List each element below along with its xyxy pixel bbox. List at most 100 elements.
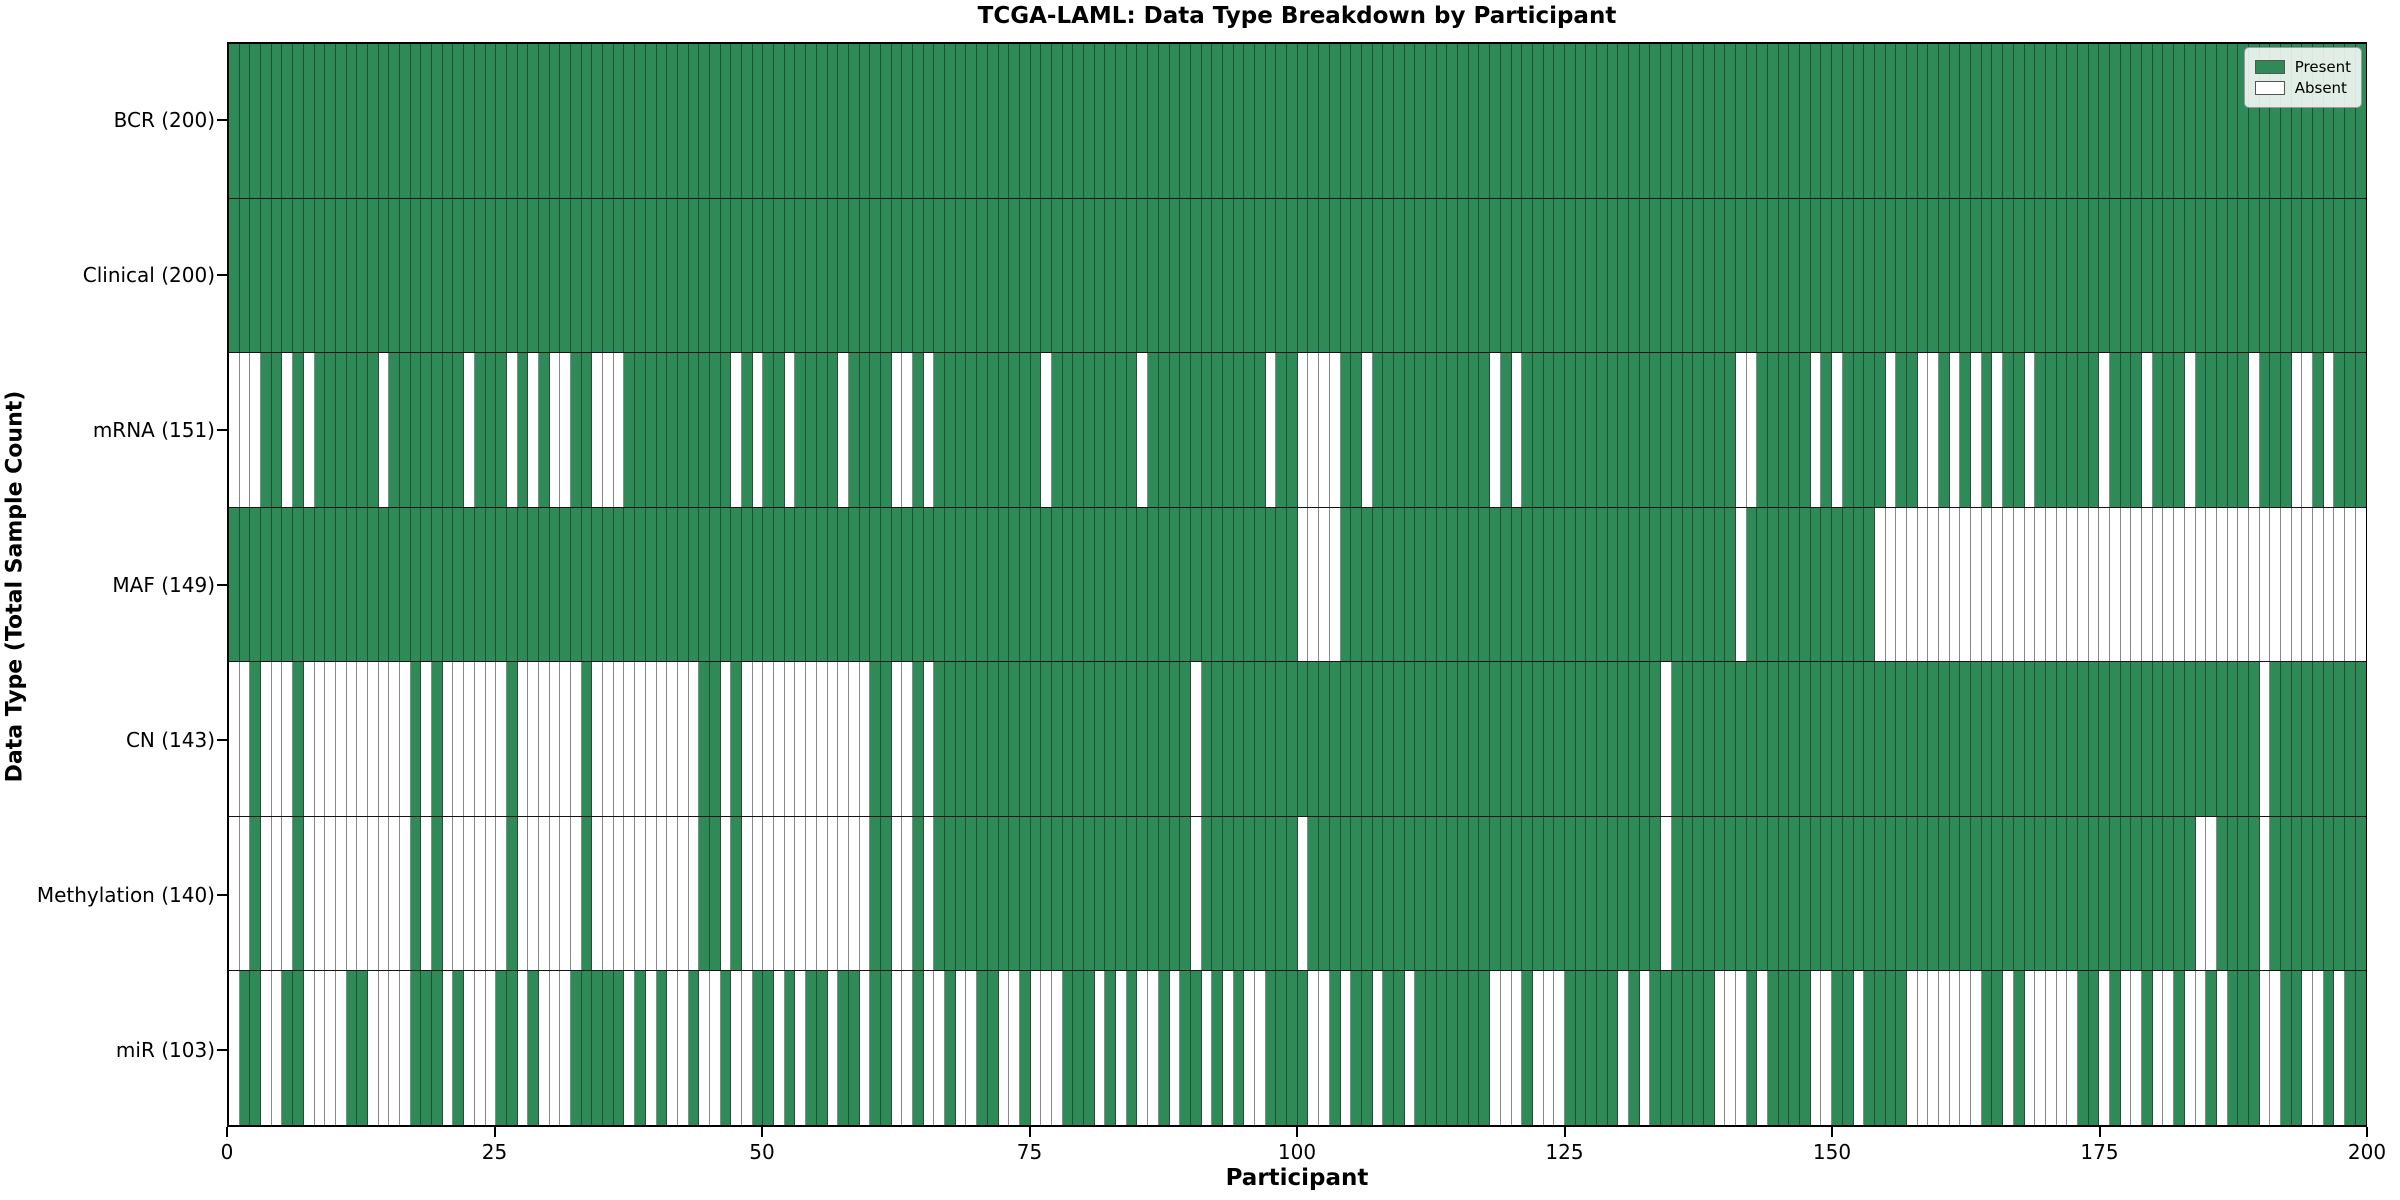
heatmap-cell bbox=[1084, 198, 1095, 353]
heatmap-cell bbox=[378, 507, 390, 662]
heatmap-cell bbox=[2270, 971, 2281, 1126]
heatmap-cell bbox=[613, 507, 625, 662]
heatmap-cell bbox=[538, 971, 550, 1126]
heatmap-cell bbox=[709, 971, 721, 1126]
heatmap-cell bbox=[709, 44, 721, 198]
heatmap-cell bbox=[1682, 662, 1694, 816]
heatmap-cell bbox=[2024, 353, 2036, 507]
heatmap-cell bbox=[2259, 507, 2271, 662]
heatmap-cell bbox=[2206, 816, 2217, 971]
heatmap-cell bbox=[2227, 507, 2239, 662]
heatmap-cell bbox=[1896, 198, 1907, 353]
heatmap-cell bbox=[934, 198, 946, 353]
heatmap-cell bbox=[1971, 507, 1982, 662]
heatmap-cell bbox=[1564, 44, 1576, 198]
heatmap-cell bbox=[1522, 198, 1533, 353]
heatmap-cell bbox=[709, 198, 721, 353]
heatmap-cell bbox=[699, 816, 710, 971]
heatmap-cell bbox=[421, 44, 433, 198]
heatmap-cell bbox=[581, 353, 593, 507]
heatmap-cell bbox=[1404, 816, 1416, 971]
heatmap-cell bbox=[1222, 44, 1234, 198]
heatmap-cell bbox=[1992, 353, 2004, 507]
heatmap-cell bbox=[1789, 662, 1801, 816]
heatmap-cell bbox=[1842, 353, 1854, 507]
heatmap-cell bbox=[848, 507, 860, 662]
heatmap-cell bbox=[2024, 507, 2036, 662]
heatmap-cell bbox=[293, 44, 304, 198]
heatmap-cell bbox=[1084, 662, 1095, 816]
heatmap-cell bbox=[314, 353, 326, 507]
y-tick-mark bbox=[217, 893, 227, 896]
heatmap-cell bbox=[1906, 971, 1918, 1126]
heatmap-cell bbox=[945, 507, 956, 662]
heatmap-cell bbox=[2184, 198, 2196, 353]
heatmap-cell bbox=[2045, 353, 2057, 507]
heatmap-cell bbox=[1543, 507, 1555, 662]
heatmap-cell bbox=[1661, 44, 1672, 198]
heatmap-cell bbox=[1693, 198, 1704, 353]
heatmap-cell bbox=[1821, 816, 1833, 971]
heatmap-cell bbox=[1287, 662, 1298, 816]
heatmap-cell bbox=[2206, 507, 2217, 662]
heatmap-cell bbox=[389, 816, 400, 971]
heatmap-cell bbox=[1073, 971, 1084, 1126]
heatmap-cell bbox=[506, 816, 518, 971]
heatmap-cell bbox=[784, 198, 796, 353]
heatmap-cell bbox=[1800, 507, 1811, 662]
heatmap-cell bbox=[1853, 198, 1865, 353]
heatmap-cell bbox=[357, 44, 368, 198]
heatmap-cell bbox=[742, 353, 753, 507]
heatmap-cell bbox=[720, 198, 732, 353]
heatmap-cell bbox=[752, 971, 764, 1126]
heatmap-cell bbox=[1522, 507, 1533, 662]
heatmap-cell bbox=[955, 507, 967, 662]
heatmap-cell bbox=[2334, 353, 2346, 507]
heatmap-cell bbox=[282, 816, 294, 971]
heatmap-cell bbox=[389, 507, 400, 662]
heatmap-cell bbox=[955, 353, 967, 507]
heatmap-cell bbox=[560, 198, 571, 353]
heatmap-cell bbox=[1885, 971, 1897, 1126]
heatmap-cell bbox=[1297, 353, 1309, 507]
heatmap-cell bbox=[2131, 353, 2143, 507]
heatmap-cell bbox=[1490, 662, 1501, 816]
heatmap-cell bbox=[1426, 971, 1437, 1126]
heatmap-cell bbox=[528, 44, 539, 198]
heatmap-cell bbox=[1308, 507, 1320, 662]
heatmap-cell bbox=[1693, 44, 1704, 198]
heatmap-cell bbox=[1832, 507, 1843, 662]
heatmap-cell bbox=[1928, 662, 1939, 816]
heatmap-cell bbox=[1992, 971, 2004, 1126]
heatmap-cell bbox=[1479, 353, 1491, 507]
heatmap-cell bbox=[2302, 971, 2314, 1126]
heatmap-cell bbox=[453, 198, 465, 353]
heatmap-cell bbox=[271, 507, 283, 662]
heatmap-cell bbox=[485, 662, 497, 816]
heatmap-cell bbox=[1960, 816, 1972, 971]
heatmap-cell bbox=[1019, 44, 1031, 198]
heatmap-cell bbox=[645, 507, 657, 662]
heatmap-cell bbox=[1447, 971, 1459, 1126]
heatmap-cell bbox=[1757, 507, 1768, 662]
heatmap-cell bbox=[1062, 816, 1074, 971]
heatmap-cell bbox=[335, 507, 347, 662]
heatmap-cell bbox=[453, 507, 465, 662]
heatmap-cell bbox=[902, 816, 913, 971]
heatmap-cell bbox=[1372, 971, 1384, 1126]
heatmap-cell bbox=[2013, 507, 2025, 662]
heatmap-cell bbox=[1051, 816, 1063, 971]
heatmap-cell bbox=[1265, 353, 1277, 507]
heatmap-cell bbox=[1287, 507, 1298, 662]
x-axis-title: Participant bbox=[1225, 1165, 1369, 1191]
heatmap-row-miR bbox=[229, 971, 2366, 1126]
heatmap-cell bbox=[699, 198, 710, 353]
heatmap-cell bbox=[592, 44, 604, 198]
heatmap-cell bbox=[635, 507, 646, 662]
heatmap-cell bbox=[870, 662, 881, 816]
y-tick-label-MAF: MAF (149) bbox=[112, 572, 215, 597]
heatmap-cell bbox=[2088, 971, 2100, 1126]
heatmap-cell bbox=[987, 662, 999, 816]
heatmap-cell bbox=[2323, 816, 2335, 971]
heatmap-cell bbox=[913, 971, 924, 1126]
